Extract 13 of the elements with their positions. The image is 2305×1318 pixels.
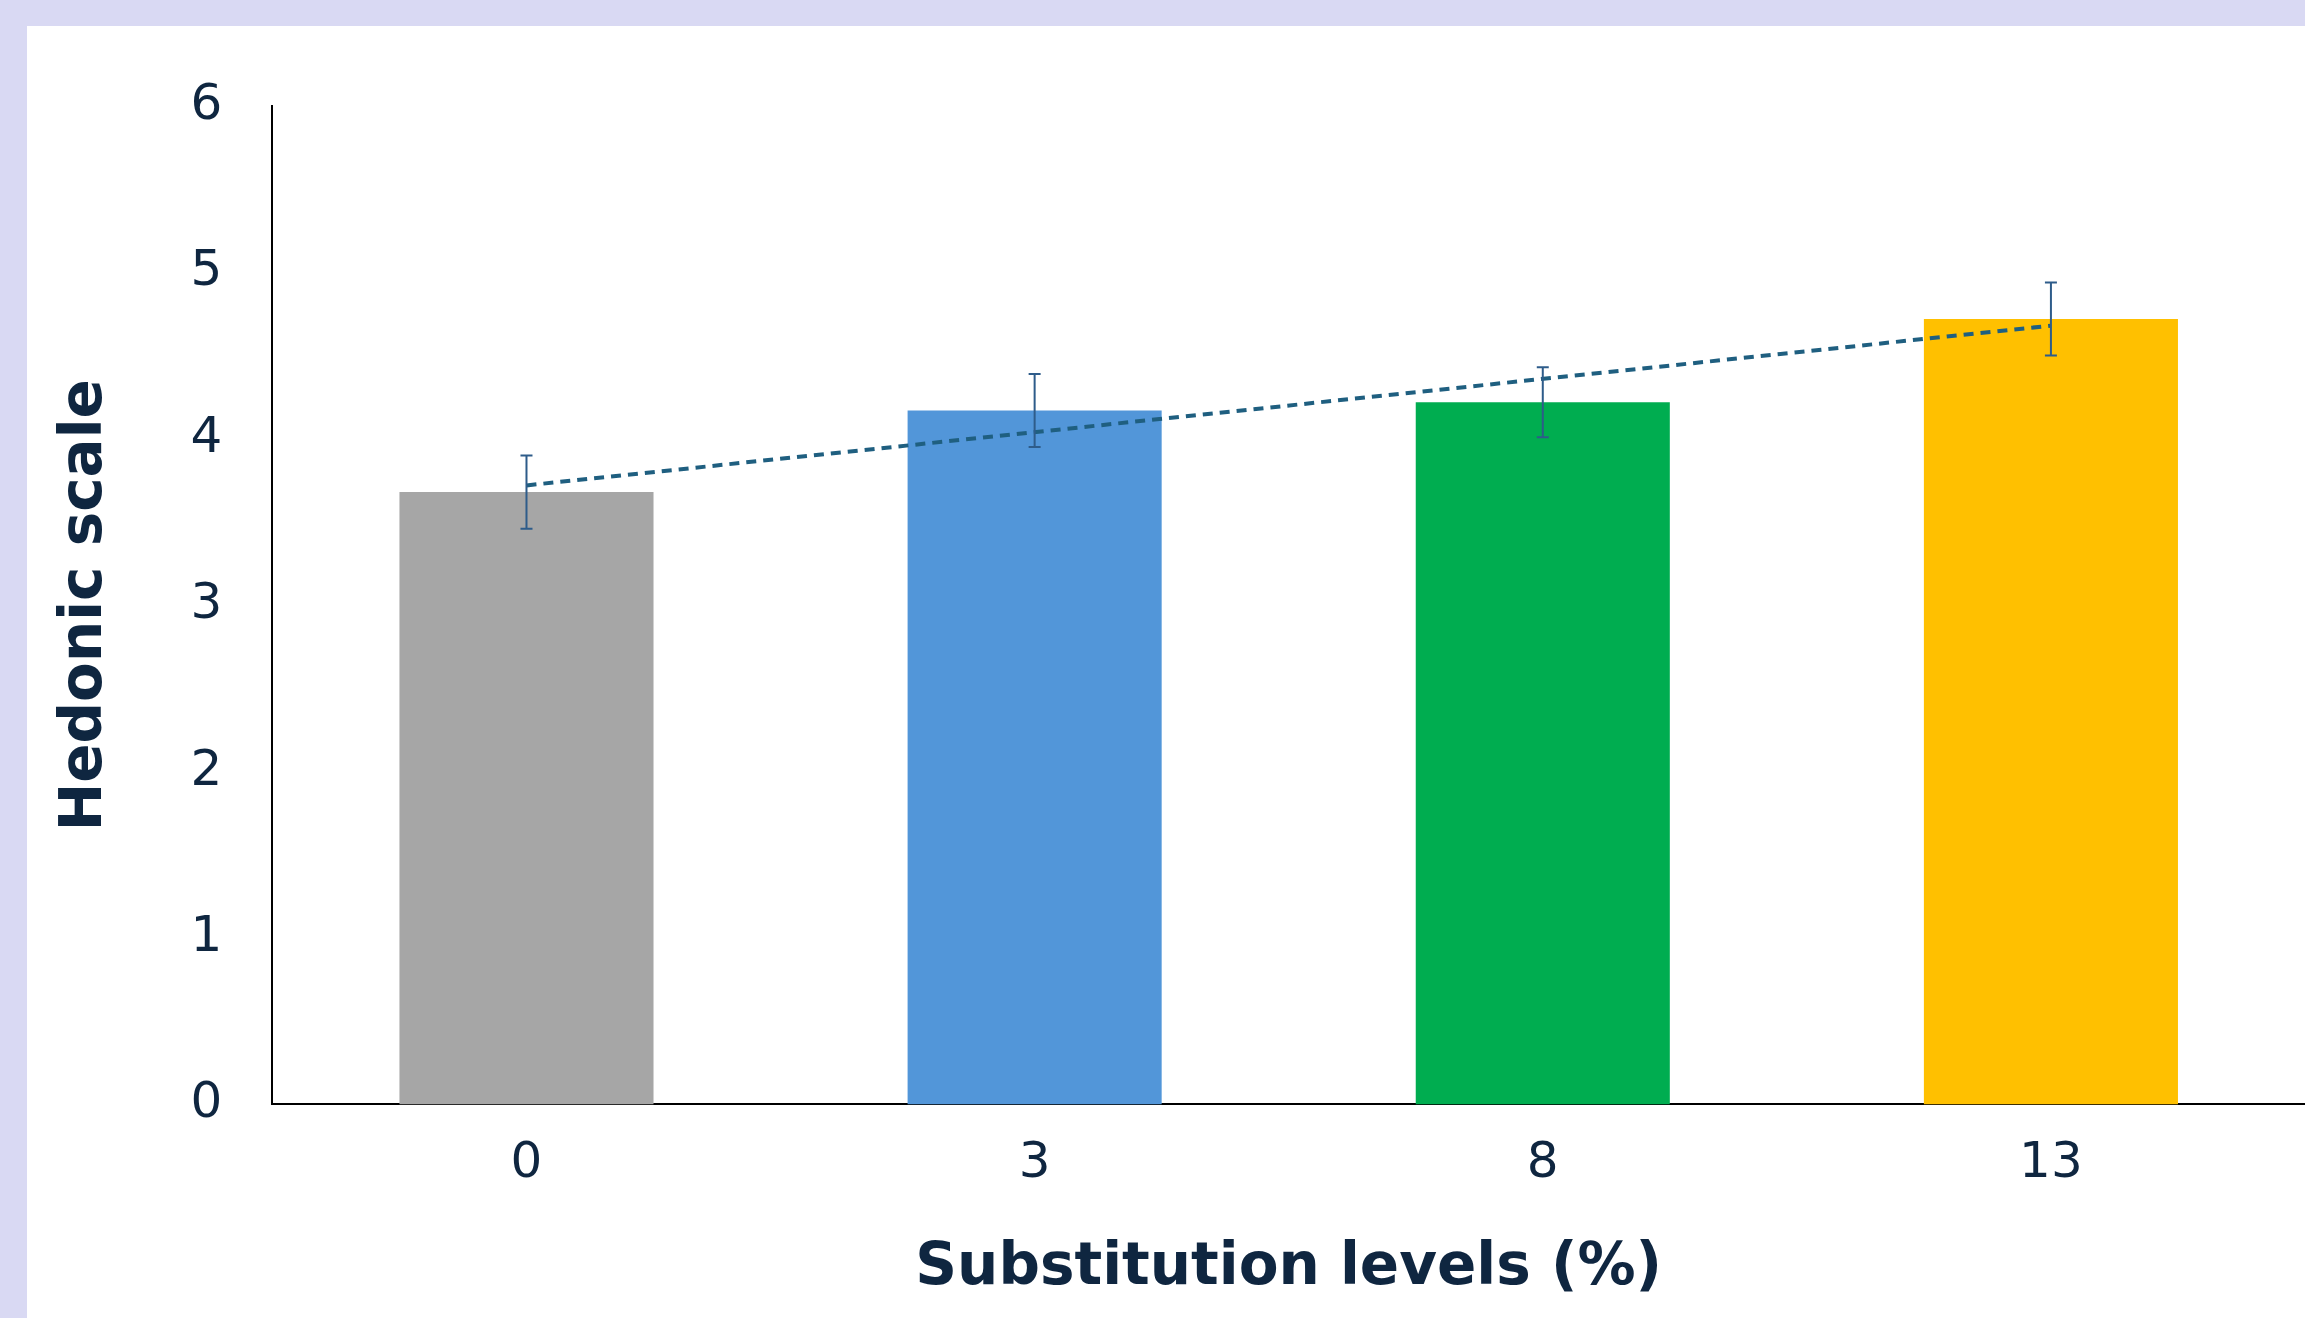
- y-tick-label: 5: [190, 239, 223, 298]
- y-tick-label: 1: [190, 904, 223, 963]
- y-tick-label: 4: [190, 405, 223, 464]
- y-tick-label: 2: [190, 738, 223, 797]
- x-tick-label: 13: [2019, 1131, 2083, 1190]
- y-axis-title: Hedonic scale: [46, 379, 115, 832]
- x-tick-label: 0: [510, 1131, 543, 1190]
- x-axis-title: Substitution levels (%): [915, 1230, 1663, 1299]
- y-tick-label: 6: [190, 72, 223, 131]
- x-tick-label: 3: [1018, 1131, 1051, 1190]
- y-tick-label: 0: [190, 1071, 223, 1130]
- x-tick-label: 8: [1526, 1131, 1559, 1190]
- y-tick-label: 3: [190, 572, 223, 631]
